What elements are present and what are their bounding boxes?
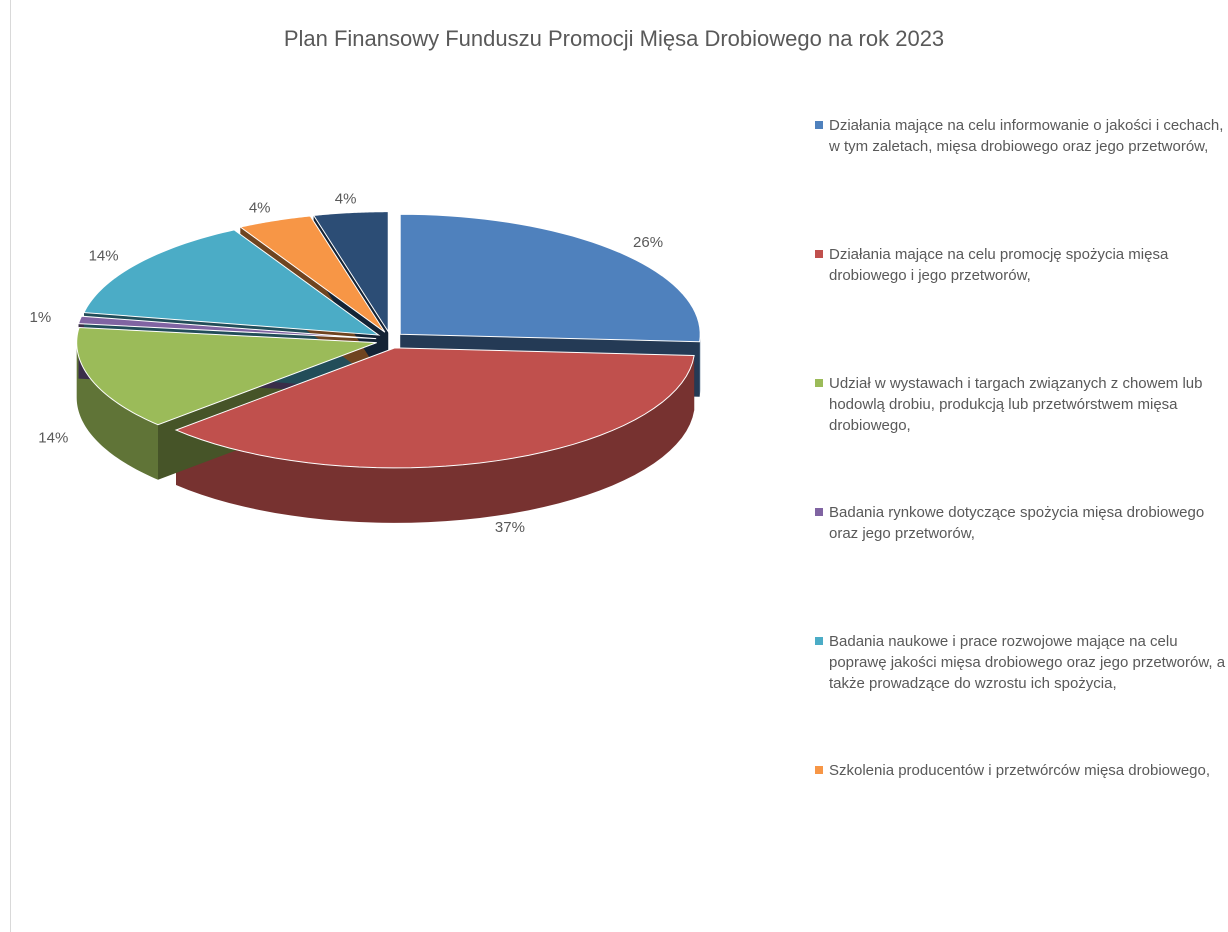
legend-entry: Udział w wystawach i targach związanych … bbox=[812, 373, 1228, 436]
legend-label: Badania naukowe i prace rozwojowe mające… bbox=[829, 633, 1226, 692]
legend-entry: Badania rynkowe dotyczące spożycia mięsa… bbox=[812, 502, 1228, 544]
legend-label: Szkolenia producentów i przetwórców mięs… bbox=[829, 762, 1211, 779]
legend-label: Udział w wystawach i targach związanych … bbox=[829, 375, 1203, 434]
legend-label: Działania mające na celu promocję spożyc… bbox=[829, 246, 1169, 284]
data-label: 37% bbox=[495, 519, 525, 536]
slice-side bbox=[699, 334, 701, 397]
slice bbox=[399, 213, 701, 343]
slice bbox=[77, 315, 377, 340]
legend-label: Badania rynkowe dotyczące spożycia mięsa… bbox=[829, 504, 1205, 542]
legend-entry: Działania mające na celu promocję spożyc… bbox=[812, 244, 1228, 286]
legend-entry: Badania naukowe i prace rozwojowe mające… bbox=[812, 631, 1228, 694]
slice bbox=[76, 327, 377, 426]
legend-swatch bbox=[815, 637, 823, 645]
legend-entry: Szkolenia producentów i przetwórców mięs… bbox=[812, 760, 1228, 781]
slice bbox=[174, 347, 695, 469]
slice bbox=[239, 215, 386, 333]
data-label: 4% bbox=[249, 199, 271, 216]
slice-side bbox=[76, 342, 158, 480]
legend-swatch bbox=[815, 379, 823, 387]
slice bbox=[83, 229, 381, 336]
slice bbox=[312, 211, 389, 334]
legend-swatch bbox=[815, 250, 823, 258]
data-label: 4% bbox=[335, 190, 357, 207]
data-label: 14% bbox=[38, 430, 68, 447]
data-label: 1% bbox=[30, 309, 52, 326]
legend-swatch bbox=[815, 508, 823, 516]
legend-label: Działania mające na celu informowanie o … bbox=[829, 117, 1224, 155]
slice-side bbox=[176, 355, 695, 523]
data-label: 26% bbox=[633, 234, 663, 251]
legend-swatch bbox=[815, 766, 823, 774]
data-label: 14% bbox=[89, 248, 119, 265]
legend-swatch bbox=[815, 121, 823, 129]
chart-border bbox=[10, 0, 1228, 932]
chart-title: Plan Finansowy Funduszu Promocji Mięsa D… bbox=[283, 26, 945, 51]
legend-entry: Działania mające na celu informowanie o … bbox=[812, 115, 1228, 157]
